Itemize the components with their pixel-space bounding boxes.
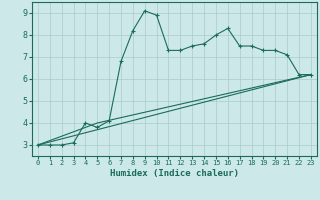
X-axis label: Humidex (Indice chaleur): Humidex (Indice chaleur) bbox=[110, 169, 239, 178]
